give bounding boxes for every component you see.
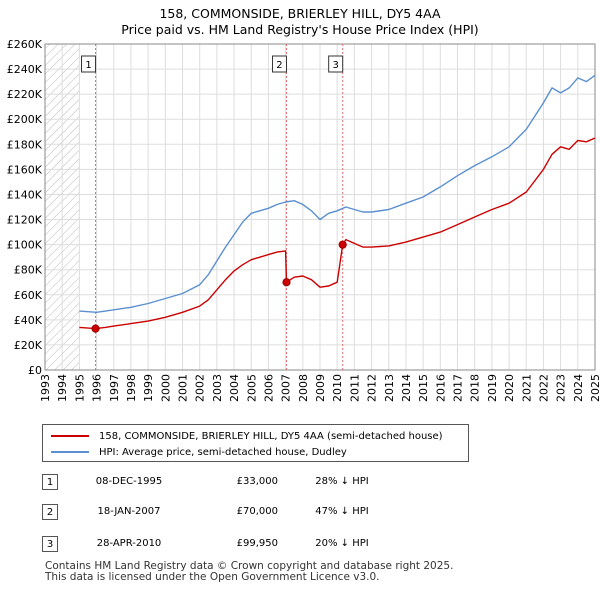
legend-swatch-property [51,435,89,437]
y-tick-label: £0 [28,364,42,377]
sale-hpi-diff: 28% ↓ HPI [315,476,369,487]
sale-marker-box [271,55,287,73]
x-tick-label: 1998 [125,374,138,402]
sale-point [282,278,291,287]
footer-line-copyright: Contains HM Land Registry data © Crown c… [45,560,454,572]
x-tick-label: 1993 [39,374,52,402]
x-tick-label: 2010 [331,374,344,402]
x-tick-label: 2013 [383,374,396,402]
y-tick-label: £80K [14,264,43,277]
sale-number-badge: 1 [42,474,58,490]
sale-date: 18-JAN-2007 [97,506,161,517]
y-tick-label: £160K [7,163,43,176]
sale-hpi-diff: 20% ↓ HPI [315,538,369,549]
legend: 158, COMMONSIDE, BRIERLEY HILL, DY5 4AA … [42,424,469,462]
x-tick-label: 2008 [297,374,310,402]
table-row: 2 18-JAN-2007 £70,000 47% ↓ HPI [42,504,462,524]
y-tick-label: £260K [7,38,43,51]
plot-frame [44,43,596,371]
legend-label-hpi: HPI: Average price, semi-detached house,… [99,446,347,458]
x-tick-label: 2004 [228,374,241,402]
x-tick-label: 2024 [572,374,585,402]
x-tick-label: 2022 [537,374,550,402]
x-tick-label: 2025 [589,374,600,402]
x-tick-label: 2018 [469,374,482,402]
x-tick-label: 2001 [177,374,190,402]
y-tick-label: £60K [14,289,43,302]
x-tick-label: 2014 [400,374,413,402]
x-tick-label: 1999 [142,374,155,402]
table-row: 3 28-APR-2010 £99,950 20% ↓ HPI [42,536,462,556]
x-tick-label: 2019 [486,374,499,402]
x-tick-label: 2020 [503,374,516,402]
sale-date: 08-DEC-1995 [95,476,163,487]
footer-attribution: Contains HM Land Registry data © Crown c… [45,561,453,583]
sale-marker-box [328,55,344,73]
x-tick-label: 2023 [555,374,568,402]
legend-item-hpi: HPI: Average price, semi-detached house,… [51,445,347,459]
legend-label-property: 158, COMMONSIDE, BRIERLEY HILL, DY5 4AA … [99,430,443,442]
sale-date: 28-APR-2010 [96,538,162,549]
x-tick-label: 2011 [348,374,361,402]
x-tick-label: 1997 [108,374,121,402]
y-tick-label: £140K [7,188,43,201]
sale-point [338,240,347,249]
x-tick-label: 1995 [73,374,86,402]
sale-price: £70,000 [236,506,278,517]
x-tick-label: 2006 [262,374,275,402]
x-tick-label: 2017 [452,374,465,402]
x-tick-label: 2015 [417,374,430,402]
series-line-property [79,137,596,330]
x-tick-label: 2021 [520,374,533,402]
sale-number-badge: 2 [42,504,58,520]
y-tick-label: £100K [7,239,43,252]
legend-item-property: 158, COMMONSIDE, BRIERLEY HILL, DY5 4AA … [51,429,443,443]
y-tick-label: £120K [7,214,43,227]
x-tick-label: 2007 [280,374,293,402]
sale-point [91,324,100,333]
series-line-hpi [79,74,596,313]
sale-marker-label: 2 [276,60,282,71]
sale-marker-box [81,55,97,73]
x-tick-label: 2002 [194,374,207,402]
legend-swatch-hpi [51,451,89,453]
sale-number-badge: 3 [42,536,58,552]
y-tick-label: £180K [7,138,43,151]
x-tick-label: 2016 [434,374,447,402]
x-tick-label: 1996 [91,374,104,402]
chart-subtitle: Price paid vs. HM Land Registry's House … [121,22,479,37]
price-chart: £0 £20K £40K £60K £80K £100K £120K £140K £160K £1… [7,38,600,402]
table-row: 1 08-DEC-1995 £33,000 28% ↓ HPI [42,474,462,494]
x-tick-label: 2012 [366,374,379,402]
x-tick-label: 1994 [56,374,69,402]
x-tick-label: 2000 [159,374,172,402]
y-tick-label: £40K [14,314,43,327]
sale-price: £33,000 [236,476,278,487]
x-tick-label: 2009 [314,374,327,402]
x-tick-label: 2003 [211,374,224,402]
y-tick-label: £240K [7,63,43,76]
sale-marker-label: 1 [85,60,91,71]
x-tick-label: 2005 [245,374,258,402]
sale-hpi-diff: 47% ↓ HPI [315,506,369,517]
sale-price: £99,950 [236,538,278,549]
y-tick-label: £200K [7,113,43,126]
footer-line-licence: This data is licensed under the Open Gov… [45,571,380,583]
chart-title: 158, COMMONSIDE, BRIERLEY HILL, DY5 4AA [159,6,441,21]
y-tick-label: £220K [7,88,43,101]
y-tick-label: £20K [14,339,43,352]
sale-marker-label: 3 [333,60,339,71]
